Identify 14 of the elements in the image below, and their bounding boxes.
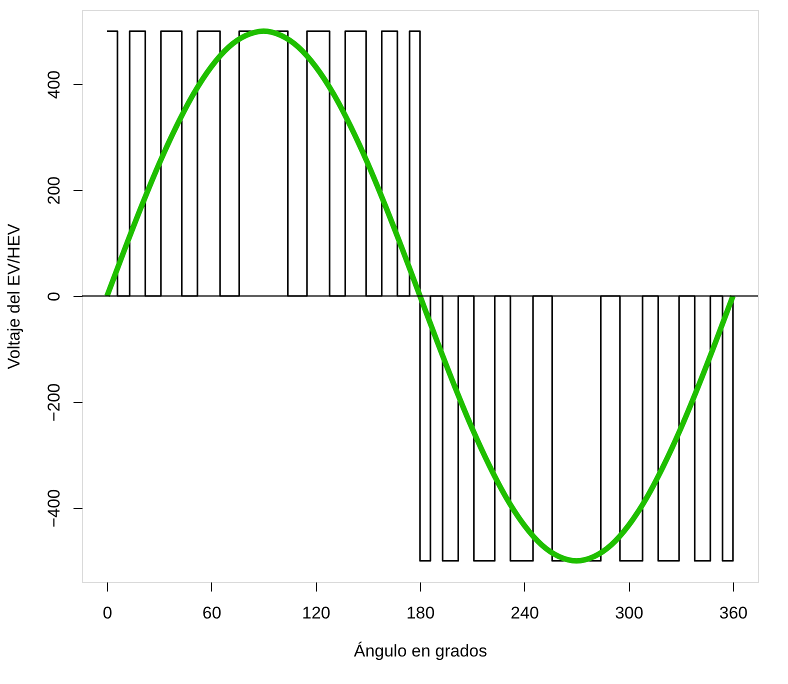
x-tick-label: 180 <box>406 604 435 622</box>
x-tick-label: 120 <box>302 604 330 622</box>
x-tick-label: 60 <box>202 604 222 622</box>
y-tick-label: 400 <box>44 70 64 99</box>
x-tick-label: 300 <box>614 604 644 622</box>
x-tick-label: 240 <box>510 604 540 622</box>
x-tick-label: 360 <box>719 604 748 622</box>
x-axis-title: Ángulo en grados <box>354 642 488 660</box>
y-tick-label: 0 <box>44 292 64 302</box>
x-tick-label: 0 <box>102 604 112 622</box>
y-tick-label: 200 <box>44 176 64 205</box>
y-tick-label: −400 <box>44 489 64 528</box>
y-axis-title: Voltaje del EV/HEV <box>4 223 24 370</box>
y-tick-label: −200 <box>44 383 64 422</box>
